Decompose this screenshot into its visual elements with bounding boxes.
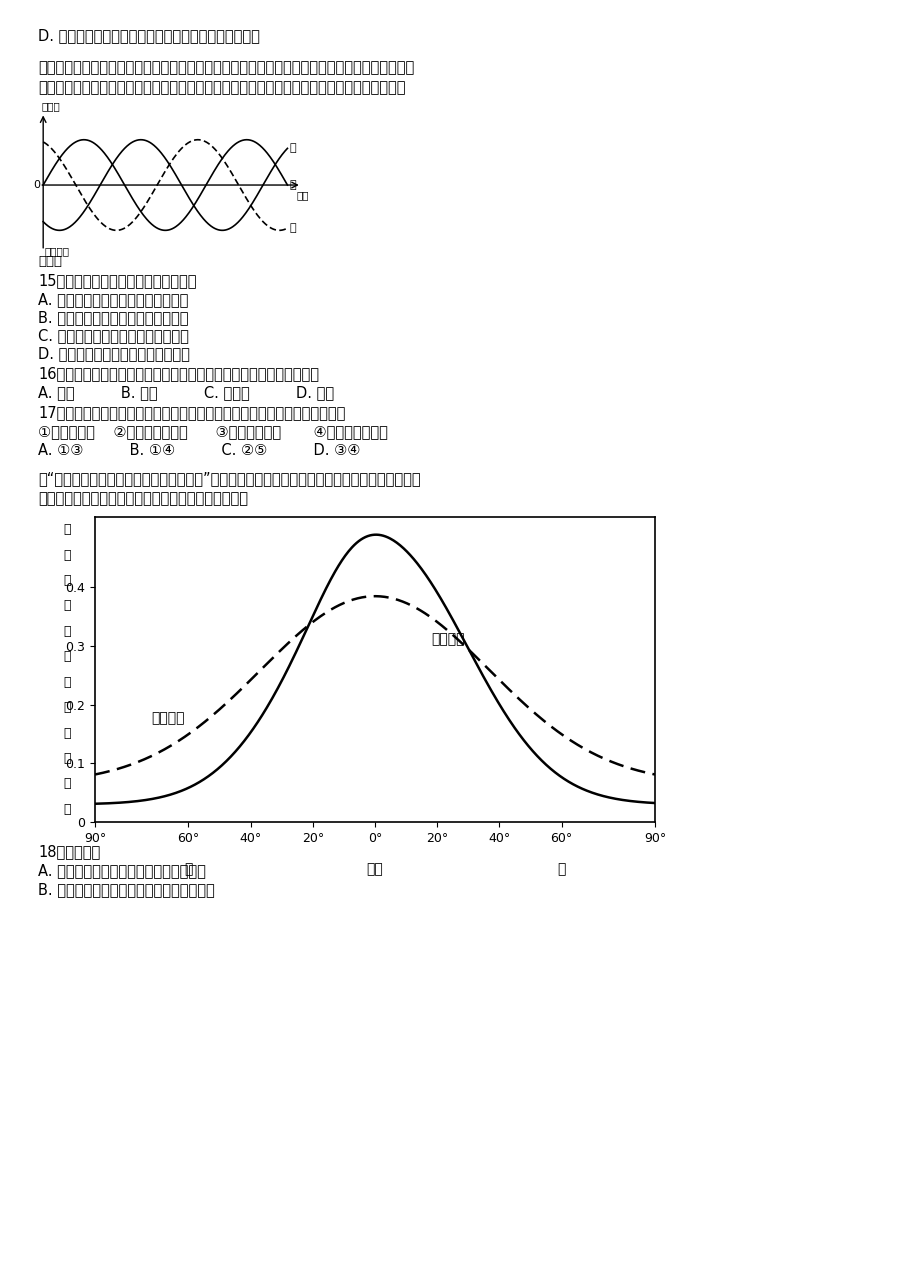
Text: A. ①③          B. ①④          C. ②⑤          D. ③④: A. ①③ B. ①④ C. ②⑤ D. ③④ <box>38 443 360 457</box>
Text: C. 发达国家、创新国家、发展中国家: C. 发达国家、创新国家、发展中国家 <box>38 327 188 343</box>
Text: 丙: 丙 <box>289 223 296 233</box>
Text: 净进口: 净进口 <box>38 255 62 268</box>
Text: ）: ） <box>63 803 71 815</box>
Text: 周期中贸易模式的变化，三条曲线分别代表创新国家、发达国家、发展中国家。完成下列各题。: 周期中贸易模式的变化，三条曲线分别代表创新国家、发达国家、发展中国家。完成下列各… <box>38 80 405 96</box>
Text: 南: 南 <box>184 862 192 877</box>
Text: 钟: 钟 <box>63 777 71 790</box>
Text: D. 发展中国家、发达国家、创新国家: D. 发展中国家、发达国家、创新国家 <box>38 347 189 361</box>
Text: 地球辐射: 地球辐射 <box>430 632 464 646</box>
Text: ①廉价劳动力    ②便利的交通条件      ③生产资料优势       ④工业协作条件好: ①廉价劳动力 ②便利的交通条件 ③生产资料优势 ④工业协作条件好 <box>38 424 388 440</box>
Text: 纬度: 纬度 <box>367 862 383 877</box>
Text: A. 创新国家、发达国家、发展中国家: A. 创新国家、发达国家、发展中国家 <box>38 292 188 307</box>
Text: 分: 分 <box>63 752 71 764</box>
Text: 16．产品成熟时期，发达国家成为产品净出口国凭借的优势条件主要是: 16．产品成熟时期，发达国家成为产品净出口国凭借的优势条件主要是 <box>38 366 319 381</box>
Text: 米: 米 <box>63 726 71 739</box>
Text: 方: 方 <box>63 675 71 689</box>
Text: A. 地球辐射的纬度变化比太阳辐射更剧烈: A. 地球辐射的纬度变化比太阳辐射更剧烈 <box>38 862 206 878</box>
Text: 读“太阳辐射和地球辐射随纬度分布示意图”，其中太阳辐射是其到达地面的部分，地球辐射指地面: 读“太阳辐射和地球辐射随纬度分布示意图”，其中太阳辐射是其到达地面的部分，地球辐… <box>38 471 420 485</box>
Text: 净出口: 净出口 <box>42 102 61 112</box>
Text: 0: 0 <box>33 180 40 190</box>
Text: 时间: 时间 <box>296 191 309 200</box>
Text: 平: 平 <box>63 650 71 664</box>
Text: 新产品的生命周期一般要经历创新时期、成熟时期和标准化时期三个阶段。下图表示产品不同生命: 新产品的生命周期一般要经历创新时期、成熟时期和标准化时期三个阶段。下图表示产品不… <box>38 60 414 75</box>
Text: 辐射和大气辐射进入宇宙空间的部分。完成下列各题。: 辐射和大气辐射进入宇宙空间的部分。完成下列各题。 <box>38 490 248 506</box>
Text: 能: 能 <box>63 575 71 587</box>
Text: 15．甲、乙、丙代表的国家类型依次是: 15．甲、乙、丙代表的国家类型依次是 <box>38 273 197 288</box>
Text: 甲: 甲 <box>289 180 296 190</box>
Text: 射: 射 <box>63 549 71 562</box>
Text: 太阳辐射: 太阳辐射 <box>151 711 185 725</box>
Text: B. 高纬度地区接受的太阳辐射比损失能量多: B. 高纬度地区接受的太阳辐射比损失能量多 <box>38 882 214 897</box>
Text: 卡: 卡 <box>63 624 71 638</box>
Text: 乙: 乙 <box>289 144 296 153</box>
Text: 辐: 辐 <box>63 524 71 536</box>
Text: 17．产品生产进入标准化时期以后，发达国家的利润主要依赖于发展中国家的: 17．产品生产进入标准化时期以后，发达国家的利润主要依赖于发展中国家的 <box>38 405 345 420</box>
Text: D. 降水较少太阳辐射充足；干旱的河谷形成盐渍化土地: D. 降水较少太阳辐射充足；干旱的河谷形成盐渍化土地 <box>38 28 259 43</box>
Text: 厘: 厘 <box>63 701 71 715</box>
Text: B. 发达国家、发展中国家、创新国家: B. 发达国家、发展中国家、创新国家 <box>38 310 188 325</box>
Text: A. 资金          B. 资源          C. 劳动力          D. 技术: A. 资金 B. 资源 C. 劳动力 D. 技术 <box>38 385 334 400</box>
Text: （: （ <box>63 600 71 613</box>
Text: 北: 北 <box>557 862 565 877</box>
Text: 贸易开始: 贸易开始 <box>44 246 70 256</box>
Text: 18．据图可知: 18．据图可知 <box>38 843 100 859</box>
